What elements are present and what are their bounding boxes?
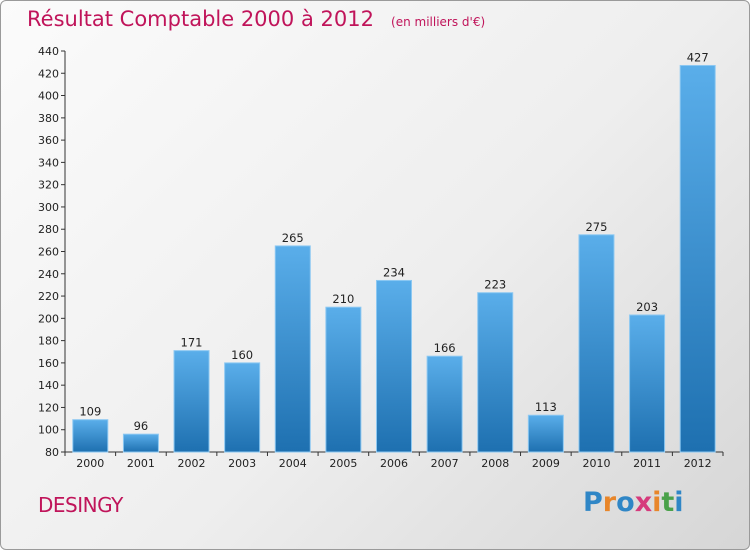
y-tick-label: 80 [45, 446, 59, 459]
y-tick-label: 100 [38, 424, 59, 437]
bar-2008 [477, 292, 514, 453]
x-tick-label-2003: 2003 [228, 457, 256, 470]
data-label-2000: 109 [79, 405, 101, 419]
commune-name: DESINGY [38, 493, 123, 517]
bar-2002 [173, 350, 210, 453]
y-tick-label: 140 [38, 379, 59, 392]
bar-2000 [72, 419, 109, 453]
data-label-2003: 160 [231, 348, 253, 362]
x-tick-label-2008: 2008 [481, 457, 509, 470]
data-label-2005: 210 [332, 292, 354, 306]
bar-2010 [578, 234, 615, 453]
logo-letter: o [616, 487, 635, 518]
y-tick-label: 400 [38, 90, 59, 103]
x-tick-label-2001: 2001 [127, 457, 155, 470]
y-tick-label: 160 [38, 357, 59, 370]
data-label-2002: 171 [181, 336, 203, 350]
data-label-2011: 203 [636, 300, 658, 314]
logo-letter: x [634, 487, 653, 518]
bar-2007 [426, 355, 463, 453]
bar-2003 [224, 362, 261, 453]
data-label-2010: 275 [585, 220, 607, 234]
bar-2011 [629, 314, 666, 453]
x-tick-label-2007: 2007 [431, 457, 459, 470]
x-tick-label-2004: 2004 [279, 457, 307, 470]
x-tick-label-2011: 2011 [633, 457, 661, 470]
data-label-2004: 265 [282, 231, 304, 245]
data-label-2007: 166 [434, 341, 456, 355]
y-tick-label: 440 [38, 45, 59, 58]
y-tick-label: 380 [38, 112, 59, 125]
y-tick-label: 320 [38, 179, 59, 192]
y-tick-label: 300 [38, 201, 59, 214]
bar-2001 [122, 433, 159, 453]
bar-2006 [376, 279, 412, 453]
x-tick-label-2000: 2000 [76, 457, 104, 470]
x-tick-label-2006: 2006 [380, 457, 408, 470]
logo-letter: P [583, 487, 603, 518]
y-tick-label: 180 [38, 335, 59, 348]
y-tick-label: 420 [38, 67, 59, 80]
x-tick-label-2005: 2005 [329, 457, 357, 470]
bars [72, 64, 716, 453]
y-tick-label: 340 [38, 156, 59, 169]
chart-title: Résultat Comptable 2000 à 2012 [27, 7, 374, 31]
bar-2012 [679, 64, 716, 453]
logo-letter: r [602, 487, 617, 518]
logo-letter: i [652, 487, 662, 518]
y-tick-label: 120 [38, 401, 59, 414]
y-tick-label: 240 [38, 268, 59, 281]
logo-letter: i [674, 487, 684, 518]
y-tick-label: 360 [38, 134, 59, 147]
bar-2009 [527, 414, 564, 453]
data-labels: 109 96 171 160 265 210 234 166 223 113 275 203 427 [79, 50, 708, 433]
title-row: Résultat Comptable 2000 à 2012 (en milli… [27, 7, 485, 31]
data-label-2006: 234 [383, 265, 405, 279]
x-tick-label-2012: 2012 [684, 457, 712, 470]
data-label-2008: 223 [484, 278, 506, 292]
chart-subtitle: (en milliers d'€) [391, 15, 486, 29]
data-label-2012: 427 [687, 50, 709, 64]
axes: 80 100 120 140 160 180 200 220 240 260 280 300 320 34… [38, 45, 724, 470]
x-tick-label-2010: 2010 [582, 457, 610, 470]
bar-2004 [274, 245, 311, 453]
logo-letter: t [661, 487, 675, 518]
data-label-2001: 96 [134, 419, 149, 433]
bar-2005 [325, 306, 362, 453]
x-tick-label-2009: 2009 [532, 457, 560, 470]
x-tick-label-2002: 2002 [178, 457, 206, 470]
y-tick-label: 200 [38, 312, 59, 325]
data-label-2009: 113 [535, 400, 557, 414]
y-tick-label: 260 [38, 246, 59, 259]
proxiti-logo: Proxiti [583, 487, 684, 518]
y-tick-label: 280 [38, 223, 59, 236]
y-tick-label: 220 [38, 290, 59, 303]
